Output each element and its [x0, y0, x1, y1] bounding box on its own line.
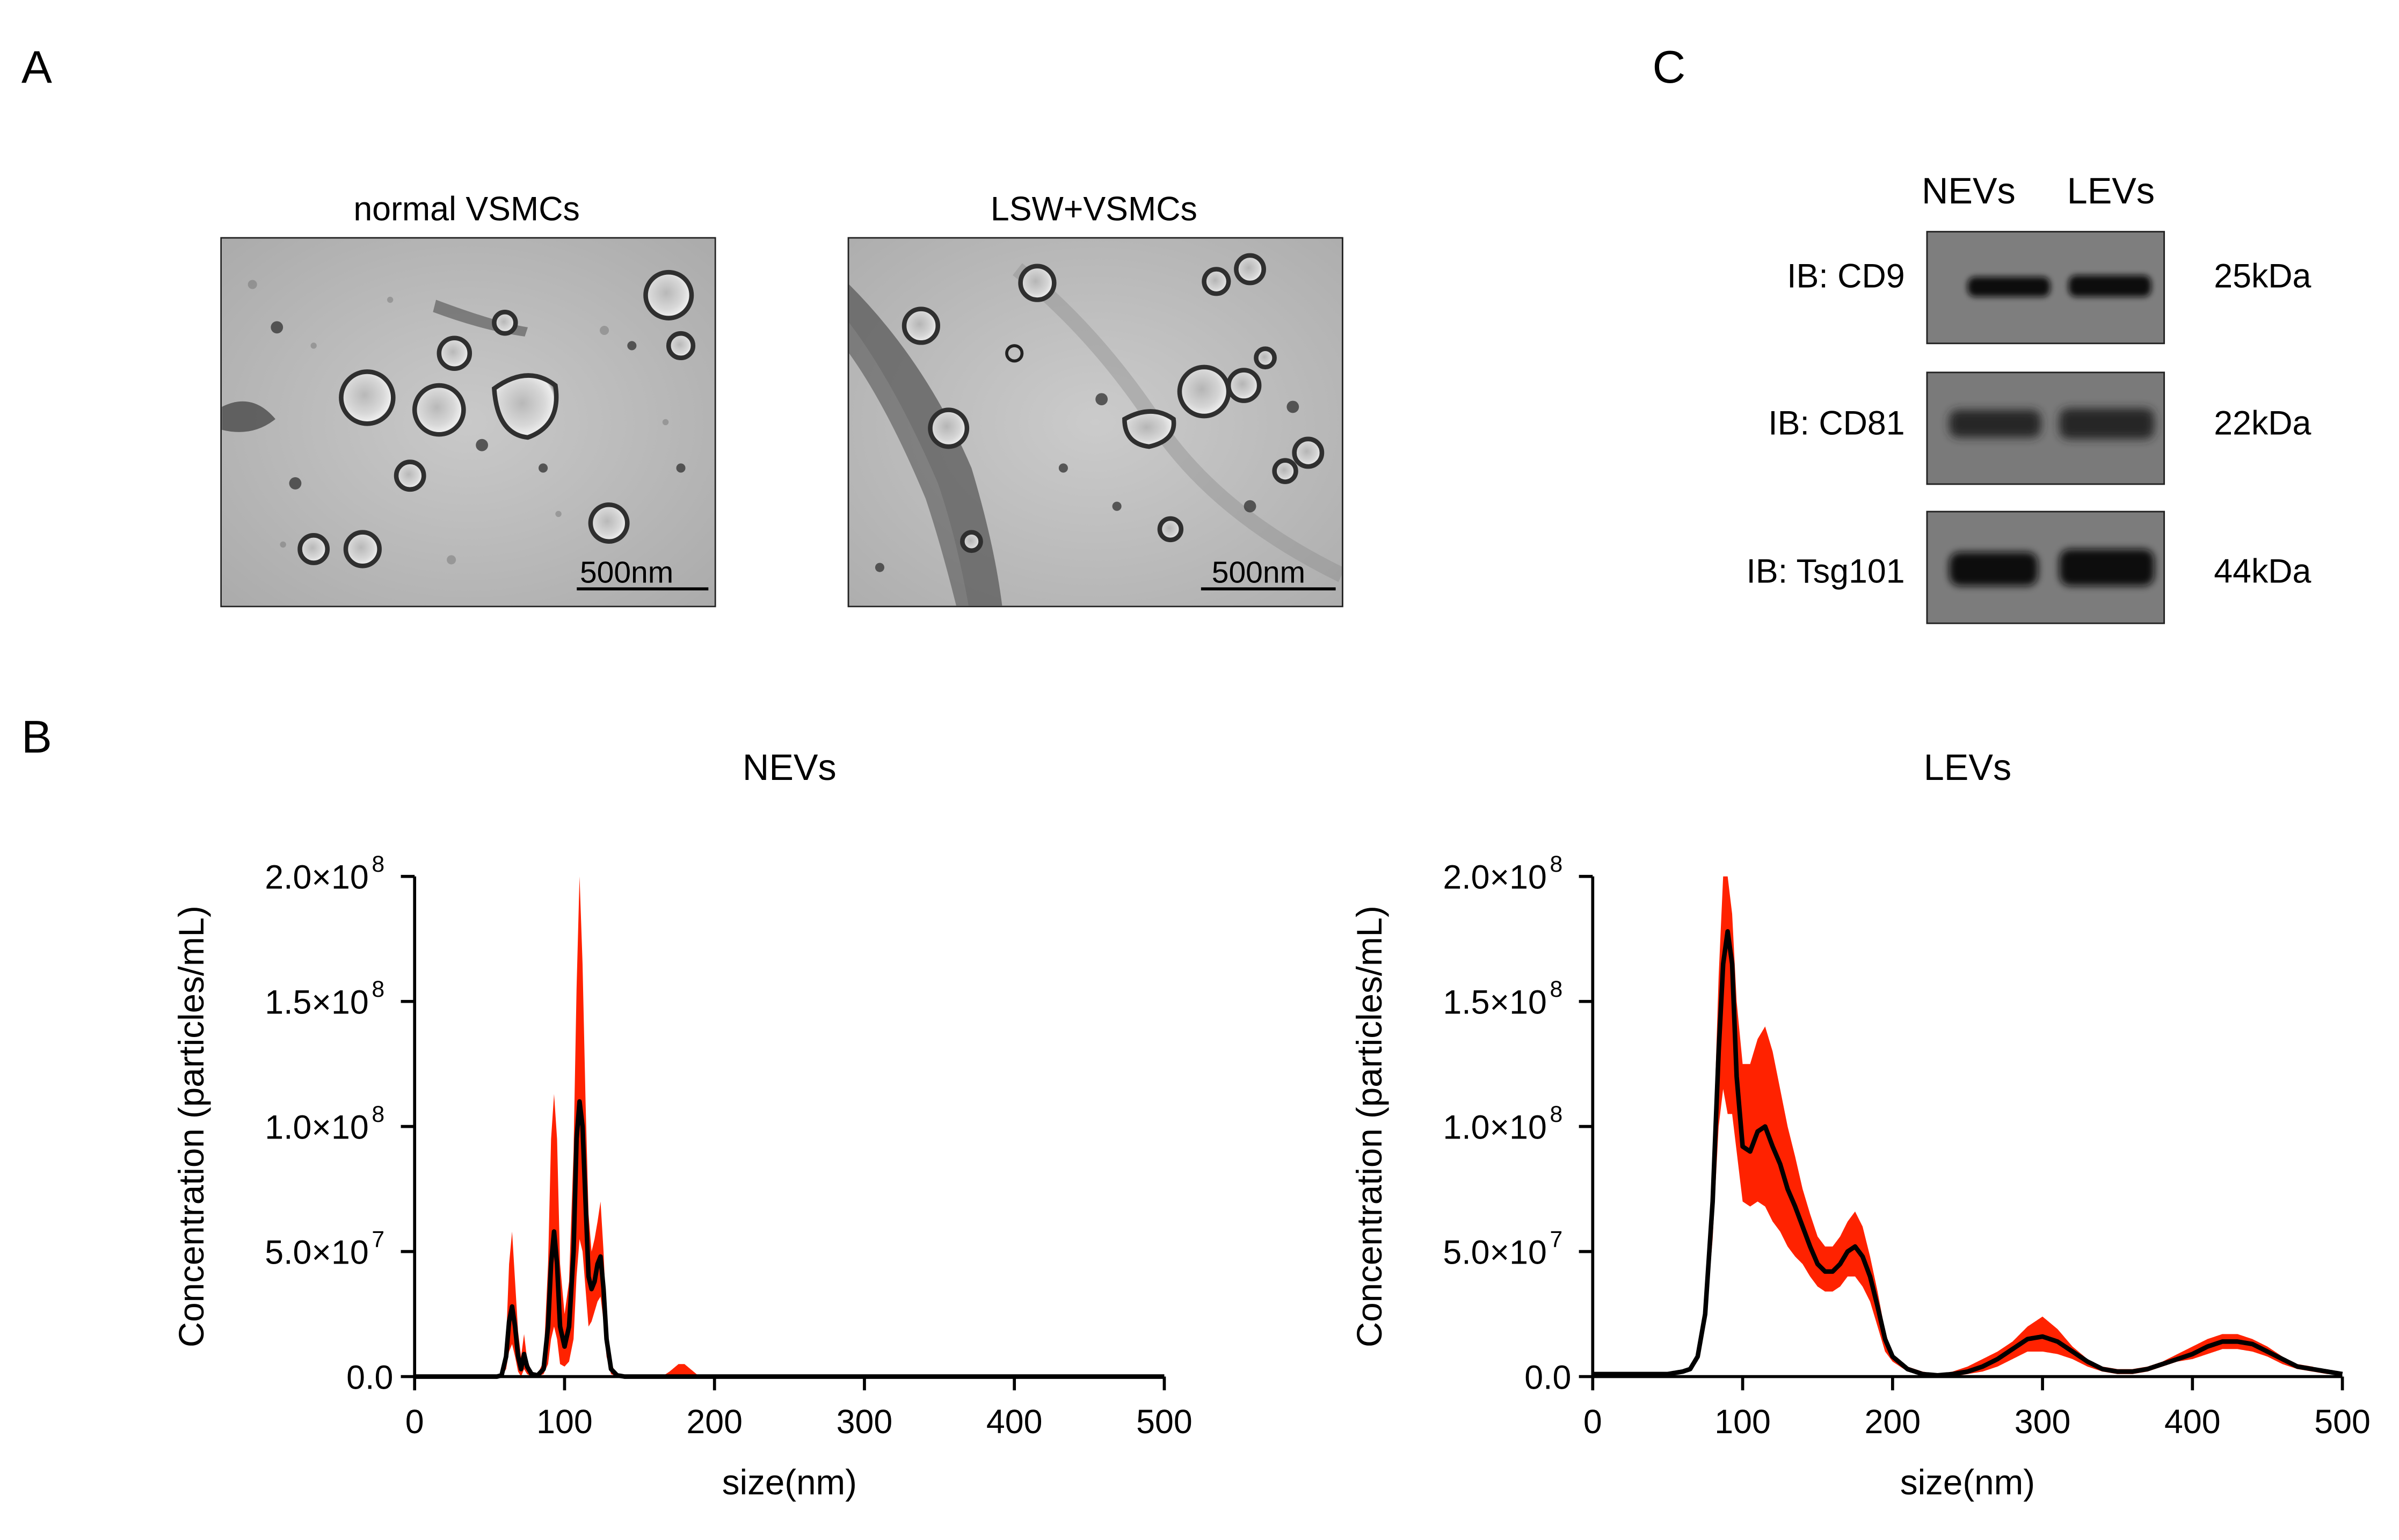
y-tick-exponent-levs: 7: [1550, 1227, 1563, 1252]
band-cd9-nevs: [1967, 276, 2051, 297]
wb-row-label-cd81: IB: CD81: [1768, 404, 1905, 442]
em-image-lsw-vsmcs: 500nm: [847, 237, 1343, 608]
mean-line-levs: [1591, 929, 2344, 1378]
band-cd81-nevs: [1949, 410, 2041, 437]
chart-nevs-container: NEVs 0 100 200 300 400 500 0.0 5.0×10 7 1.0×10 8 1.5…: [0, 719, 1209, 1540]
x-tick-label-nevs: 0: [405, 1403, 424, 1441]
wb-column-levs: LEVs: [2067, 171, 2155, 213]
wb-column-nevs: NEVs: [1921, 171, 2016, 213]
y-tick-exponent-nevs: 8: [372, 851, 384, 877]
y-tick-exponent-nevs: 7: [372, 1227, 384, 1252]
mean-line-nevs: [413, 1099, 1166, 1379]
y-tick-exponent-levs: 8: [1550, 851, 1563, 877]
y-tick-label-nevs: 5.0×10: [265, 1234, 368, 1271]
wb-row-label-tsg101: IB: Tsg101: [1746, 552, 1905, 590]
x-tick-label-levs: 200: [1865, 1403, 1921, 1441]
x-tick-label-nevs: 500: [1136, 1403, 1193, 1441]
y-tick-exponent-levs: 8: [1550, 976, 1563, 1002]
y-tick-label-nevs: 1.0×10: [265, 1108, 368, 1146]
blot-tsg101: [1926, 510, 2165, 624]
x-tick-label-levs: 400: [2164, 1403, 2221, 1441]
y-tick-exponent-levs: 8: [1550, 1101, 1563, 1127]
y-tick-label-levs: 1.0×10: [1443, 1108, 1546, 1146]
x-tick-label-levs: 500: [2314, 1403, 2371, 1441]
x-tick-label-nevs: 400: [986, 1403, 1043, 1441]
x-tick-label-nevs: 200: [686, 1403, 743, 1441]
y-tick-label-nevs: 0.0: [346, 1359, 393, 1396]
wb-kda-cd81: 22kDa: [2214, 404, 2311, 442]
blot-cd9: [1926, 231, 2165, 345]
x-tick-label-levs: 300: [2015, 1403, 2071, 1441]
panel-label-c: C: [1652, 42, 1686, 93]
chart-title-nevs: NEVs: [743, 747, 837, 788]
x-tick-label-nevs: 100: [536, 1403, 593, 1441]
em-left-title: normal VSMCs: [353, 189, 580, 228]
scale-label-right: 500nm: [1211, 557, 1306, 590]
y-axis-label-nevs: Concentration (particles/mL): [172, 906, 211, 1347]
band-tsg101-nevs: [1949, 552, 2038, 586]
y-tick-label-levs: 0.0: [1524, 1359, 1571, 1396]
y-tick-label-levs: 5.0×10: [1443, 1234, 1546, 1271]
wb-kda-cd9: 25kDa: [2214, 257, 2311, 295]
em-right-title: LSW+VSMCs: [990, 189, 1197, 228]
band-cd9-levs: [2068, 275, 2151, 297]
x-axis-label-levs: size(nm): [1900, 1463, 2035, 1502]
chart-title-levs: LEVs: [1924, 747, 2011, 788]
y-tick-exponent-nevs: 8: [372, 976, 384, 1002]
y-tick-label-levs: 2.0×10: [1443, 859, 1546, 896]
panel-label-a: A: [21, 42, 52, 93]
em-image-normal-vsmcs: 500nm: [220, 237, 716, 608]
band-tsg101-levs: [2059, 549, 2155, 586]
wb-kda-tsg101: 44kDa: [2214, 552, 2311, 590]
x-tick-label-nevs: 300: [837, 1403, 893, 1441]
x-tick-label-levs: 0: [1583, 1403, 1602, 1441]
x-axis-label-nevs: size(nm): [722, 1463, 857, 1502]
y-tick-exponent-nevs: 8: [372, 1101, 384, 1127]
y-tick-label-levs: 1.5×10: [1443, 983, 1546, 1021]
wb-row-label-cd9: IB: CD9: [1787, 257, 1905, 295]
y-tick-label-nevs: 1.5×10: [265, 983, 368, 1021]
chart-levs-container: LEVs 0 100 200 300 400 500 0.0 5.0×10 7 1.0×10 8 1.5…: [1178, 719, 2399, 1540]
y-axis-label-levs: Concentration (particles/mL): [1350, 906, 1389, 1347]
panel-label-b: B: [21, 712, 52, 763]
band-cd81-levs: [2059, 408, 2155, 439]
y-tick-label-nevs: 2.0×10: [265, 859, 368, 896]
x-tick-label-levs: 100: [1714, 1403, 1771, 1441]
sd-band-nevs: [415, 876, 1165, 1377]
scale-label-left: 500nm: [579, 557, 674, 590]
blot-cd81: [1926, 371, 2165, 485]
